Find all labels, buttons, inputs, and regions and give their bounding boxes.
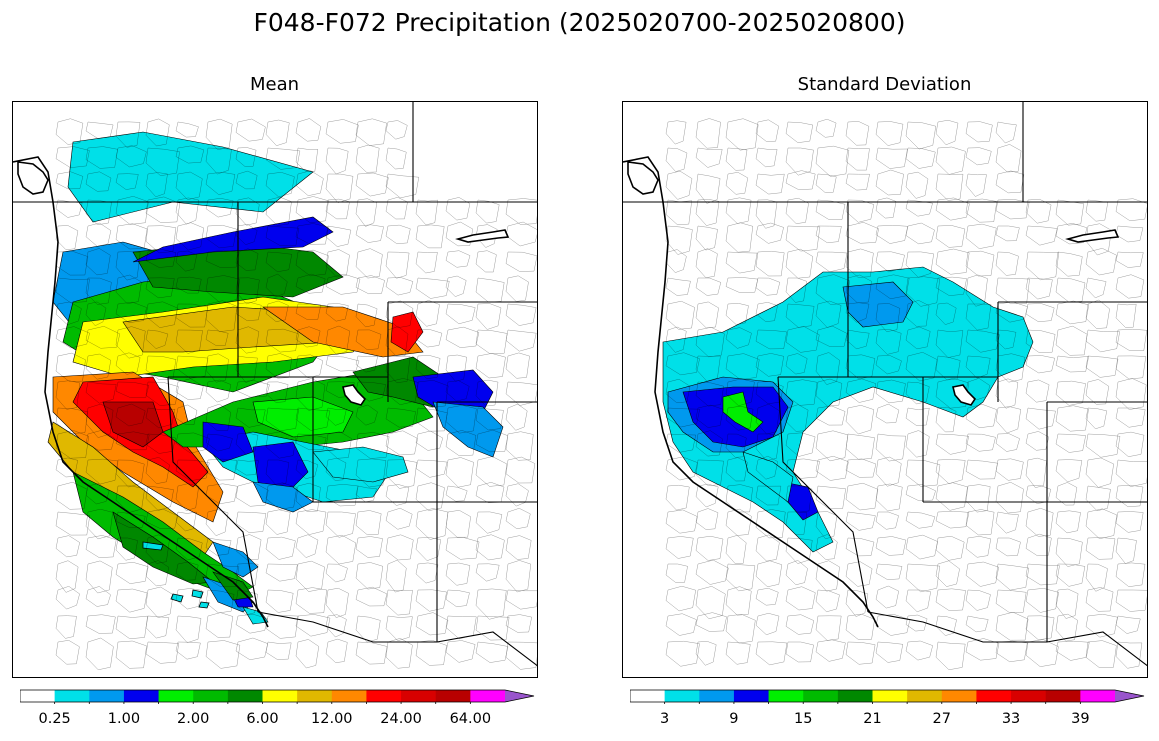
map-mean-canvas — [13, 102, 537, 670]
colorbar-bin — [1011, 690, 1047, 702]
colorbar-bin — [331, 690, 367, 702]
watershed-boundaries — [665, 118, 1147, 670]
map-stddev — [622, 101, 1148, 678]
colorbar-tick-label: 21 — [863, 711, 882, 727]
colorbar-bin — [158, 690, 194, 702]
colorbar-tick-label: 3 — [660, 711, 670, 727]
colorbar-bin — [193, 690, 229, 702]
coastline — [623, 156, 879, 628]
panel-title-stddev: Standard Deviation — [797, 74, 972, 95]
watershed-region — [202, 421, 254, 463]
colorbar-tick-label: 15 — [793, 711, 813, 727]
colorbar-tick-label: 39 — [1071, 711, 1090, 727]
lake-outline — [342, 384, 367, 406]
watershed-region — [722, 391, 764, 433]
colorbar-tick-label: 9 — [729, 711, 739, 727]
colorbar-mean: 0.25 1.00 2.00 6.00 12.00 24.00 64.00 — [19, 688, 535, 728]
colorbar-tick-label: 2.00 — [177, 711, 210, 727]
colorbar-bin — [1045, 690, 1081, 702]
colorbar-tick-label: 24.00 — [380, 711, 422, 727]
colorbar-bin — [941, 690, 977, 702]
colorbar-bin — [664, 690, 700, 702]
state-border — [777, 376, 869, 613]
lake-outline — [952, 384, 977, 406]
island-region — [170, 593, 184, 603]
colorbar-stddev: 3 9 15 21 27 33 39 — [629, 688, 1145, 728]
lake-outline — [17, 161, 49, 195]
state-border — [257, 611, 437, 643]
lake-outline — [455, 229, 510, 243]
colorbar-bin — [976, 690, 1012, 702]
colorbar-tick-label: 0.25 — [38, 711, 71, 727]
map-stddev-canvas — [623, 102, 1147, 670]
state-border — [867, 611, 1047, 643]
colorbar-bin — [872, 690, 908, 702]
colorbar-bin — [907, 690, 943, 702]
colorbar-bin — [435, 690, 471, 702]
watershed-region — [102, 401, 164, 448]
colorbar-bin — [297, 690, 333, 702]
watershed-region — [242, 606, 269, 625]
colorbar-outline — [19, 689, 535, 703]
colorbar-extend-arrow — [1115, 690, 1144, 702]
colorbar-tick-label: 6.00 — [246, 711, 279, 727]
colorbar-bin — [837, 690, 873, 702]
watershed-boundaries — [55, 118, 537, 670]
colorbar-extend-arrow — [505, 690, 534, 702]
state-border — [436, 631, 537, 667]
lake-outline — [1065, 229, 1120, 243]
watershed-region — [112, 511, 214, 585]
colorbar-bin — [262, 690, 298, 702]
colorbar-bin — [89, 690, 125, 702]
colorbar-tick-label: 1.00 — [107, 711, 141, 727]
colorbar-tick-label: 27 — [932, 711, 951, 727]
colorbar-bin — [733, 690, 770, 702]
colorbar-bin — [54, 690, 90, 702]
colorbar-bin — [401, 690, 437, 702]
lake-outline — [627, 161, 659, 195]
colorbar-tick-label: 12.00 — [311, 711, 353, 727]
colorbar-bin — [470, 690, 506, 702]
colorbar-tick-label: 33 — [1001, 711, 1021, 727]
colorbar-bin — [803, 690, 839, 702]
colorbar-bin — [366, 690, 402, 702]
colorbar-bin — [768, 690, 804, 702]
watershed-region — [67, 131, 314, 223]
colorbar-tick-label: 64.00 — [449, 711, 492, 727]
figure-title: F048-F072 Precipitation (2025020700-2025… — [253, 8, 906, 37]
panel-title-mean: Mean — [249, 74, 300, 95]
island-region — [198, 601, 210, 609]
watershed-region — [252, 481, 314, 513]
island-region — [191, 589, 204, 599]
map-mean — [12, 101, 538, 678]
colorbar-bin — [123, 690, 160, 702]
watershed-region — [262, 306, 424, 358]
colorbar-mean-bar — [19, 689, 535, 705]
colorbar-bin — [630, 690, 666, 702]
state-border — [167, 376, 259, 613]
colorbar-bin — [1080, 690, 1116, 702]
colorbar-bin — [699, 690, 735, 702]
colorbar-outline — [629, 689, 1145, 703]
colorbar-bin — [20, 690, 56, 702]
state-border — [1046, 631, 1147, 667]
colorbar-bin — [227, 690, 263, 702]
island-region — [142, 541, 164, 551]
watershed-region — [252, 441, 309, 498]
watershed-region — [390, 311, 424, 353]
watershed-region — [132, 216, 334, 263]
colorbar-stddev-bar — [629, 689, 1145, 705]
coastline — [13, 156, 269, 628]
